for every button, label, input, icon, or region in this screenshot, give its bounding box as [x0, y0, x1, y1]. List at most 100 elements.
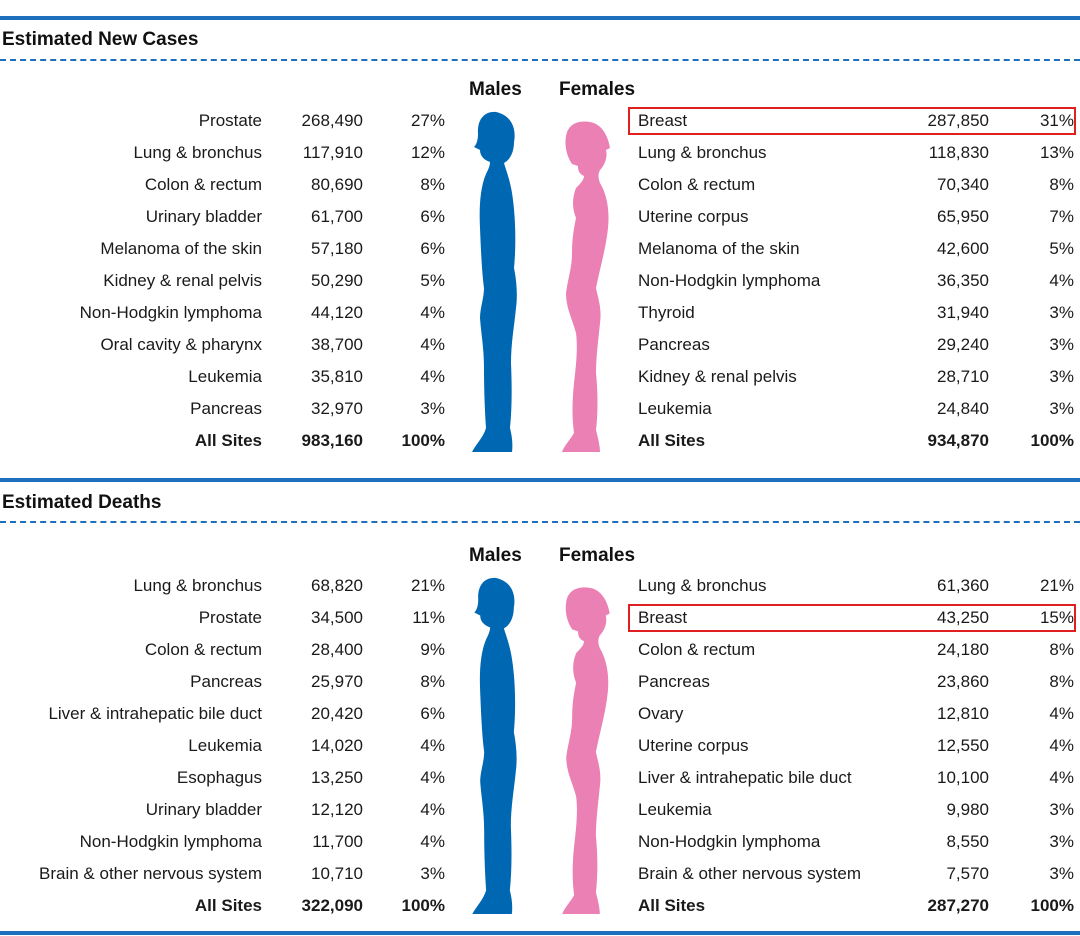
table-row: Lung & bronchus 117,910 12% Lung & bronchus… [0, 137, 1080, 169]
male-count: 61,700 [311, 207, 363, 226]
male-percent: 3% [420, 864, 445, 883]
female-percent: 4% [1049, 704, 1074, 723]
male-percent: 3% [420, 399, 445, 418]
male-count: 57,180 [311, 239, 363, 258]
female-site-label: Colon & rectum [638, 640, 756, 659]
male-percent: 4% [420, 367, 445, 386]
table-row: Urinary bladder 61,700 6% Uterine corpus 65,… [0, 201, 1080, 233]
male-site-label: All Sites [194, 431, 262, 450]
male-percent: 4% [420, 800, 445, 819]
male-percent: 21% [410, 576, 445, 595]
female-site-label: Colon & rectum [638, 175, 756, 194]
female-count: 31,940 [937, 303, 989, 322]
female-site-label: Pancreas [638, 335, 710, 354]
male-count: 28,400 [311, 640, 363, 659]
female-site-label: Lung & bronchus [638, 143, 767, 162]
male-site-label: Colon & rectum [144, 640, 262, 659]
male-count: 10,710 [311, 864, 363, 883]
table-row: Oral cavity & pharynx 38,700 4% Pancreas 29,… [0, 329, 1080, 361]
female-site-label: Non-Hodgkin lymphoma [638, 271, 821, 290]
male-site-label: Leukemia [188, 736, 262, 755]
male-count: 117,910 [302, 143, 363, 162]
female-site-label: Kidney & renal pelvis [638, 367, 797, 386]
female-percent: 21% [1039, 576, 1074, 595]
female-site-label: Lung & bronchus [638, 576, 767, 595]
male-count: 20,420 [311, 704, 363, 723]
female-count: 61,360 [937, 576, 989, 595]
male-site-label: Urinary bladder [145, 800, 262, 819]
male-silhouette-icon [472, 111, 517, 452]
male-site-label: All Sites [194, 896, 262, 915]
female-site-label: Leukemia [638, 800, 712, 819]
female-silhouette-icon [562, 587, 610, 915]
female-percent: 8% [1049, 175, 1074, 194]
female-count: 24,840 [937, 399, 989, 418]
female-percent: 100% [1030, 896, 1074, 915]
male-count: 12,120 [311, 800, 363, 819]
female-count: 12,810 [937, 704, 989, 723]
female-count: 65,950 [937, 207, 989, 226]
female-percent: 7% [1049, 207, 1074, 226]
male-count: 34,500 [311, 608, 363, 627]
section-divider [0, 521, 1080, 523]
female-count: 7,570 [946, 864, 989, 883]
table-row: Prostate 268,490 27% Breast 287,850 31% [0, 105, 1080, 137]
female-count: 9,980 [946, 800, 989, 819]
male-percent: 100% [401, 431, 445, 450]
table-row: Leukemia 35,810 4% Kidney & renal pelvis 28,… [0, 361, 1080, 393]
highlight-box [628, 604, 1076, 632]
male-percent: 4% [420, 768, 445, 787]
male-percent: 8% [420, 672, 445, 691]
male-count: 44,120 [311, 303, 363, 322]
total-row: All Sites 322,090 100% All Sites 287,270 100% [0, 890, 1080, 922]
male-count: 50,290 [311, 271, 363, 290]
male-site-label: Oral cavity & pharynx [100, 335, 262, 354]
male-count: 68,820 [311, 576, 363, 595]
female-site-label: Liver & intrahepatic bile duct [638, 768, 852, 787]
female-count: 12,550 [937, 736, 989, 755]
table-row: Kidney & renal pelvis 50,290 5% Non-Hodgkin… [0, 265, 1080, 297]
male-site-label: Kidney & renal pelvis [103, 271, 262, 290]
female-count: 29,240 [937, 335, 989, 354]
male-count: 268,490 [301, 111, 363, 130]
female-percent: 3% [1049, 367, 1074, 386]
table-row: Brain & other nervous system 10,710 3% Brai… [0, 858, 1080, 890]
female-site-label: All Sites [638, 896, 706, 915]
male-count: 38,700 [311, 335, 363, 354]
male-site-label: Prostate [198, 111, 262, 130]
male-count: 14,020 [311, 736, 363, 755]
female-count: 24,180 [937, 640, 989, 659]
table-row: Melanoma of the skin 57,180 6% Melanoma of … [0, 233, 1080, 265]
female-site-label: Breast [638, 111, 688, 130]
female-count: 287,270 [927, 896, 989, 915]
male-site-label: Lung & bronchus [133, 576, 262, 595]
female-site-label: Uterine corpus [638, 736, 749, 755]
male-count: 25,970 [311, 672, 363, 691]
table-row: Prostate 34,500 11% Breast 43,250 15% [0, 602, 1080, 634]
table-row: Esophagus 13,250 4% Liver & intrahepatic bi… [0, 762, 1080, 794]
male-site-label: Liver & intrahepatic bile duct [48, 704, 262, 723]
male-percent: 6% [420, 239, 445, 258]
male-site-label: Non-Hodgkin lymphoma [79, 303, 262, 322]
male-count: 983,160 [301, 431, 363, 450]
male-percent: 12% [410, 143, 445, 162]
section-divider [0, 59, 1080, 61]
male-site-label: Esophagus [176, 768, 262, 787]
male-count: 11,700 [312, 832, 363, 851]
females-header: Females [559, 545, 636, 566]
female-count: 287,850 [927, 111, 989, 130]
female-count: 934,870 [927, 431, 989, 450]
male-site-label: Melanoma of the skin [100, 239, 262, 258]
female-percent: 15% [1039, 608, 1074, 627]
female-count: 28,710 [937, 367, 989, 386]
male-site-label: Brain & other nervous system [39, 864, 262, 883]
table-row: Colon & rectum 28,400 9% Colon & rectum 24,1… [0, 634, 1080, 666]
female-percent: 8% [1049, 640, 1074, 659]
male-site-label: Pancreas [190, 672, 262, 691]
female-site-label: Thyroid [638, 303, 695, 322]
male-percent: 4% [420, 303, 445, 322]
female-site-label: Ovary [638, 704, 684, 723]
section-title-deaths: Estimated Deaths [2, 492, 162, 513]
female-percent: 100% [1030, 431, 1074, 450]
female-percent: 4% [1049, 736, 1074, 755]
